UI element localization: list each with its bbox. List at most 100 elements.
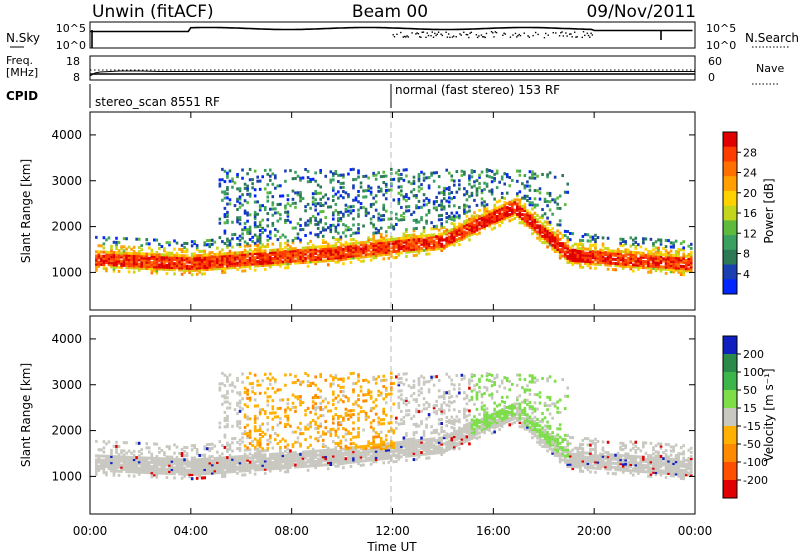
noise-search-dot: [560, 32, 562, 34]
power-cell: [533, 197, 537, 201]
power-cell: [463, 170, 466, 174]
power-cell: [647, 260, 650, 264]
velocity-cell: [135, 468, 138, 472]
velocity-cell: [314, 383, 317, 387]
velocity-cell: [276, 462, 280, 466]
velocity-cell: [405, 409, 408, 413]
velocity-cell: [256, 416, 259, 420]
power-cell: [420, 236, 423, 240]
power-cell: [425, 221, 428, 225]
velocity-cell: [397, 389, 401, 393]
power-cell: [478, 186, 481, 190]
noise-search-dot: [519, 34, 522, 37]
power-cell: [536, 232, 539, 236]
power-cell: [276, 211, 280, 215]
power-cell: [405, 246, 408, 250]
power-cell: [407, 180, 411, 184]
power-cell: [198, 264, 201, 268]
velocity-cell: [289, 459, 292, 463]
power-cell: [168, 255, 171, 259]
velocity-cell: [112, 461, 116, 465]
power-cell: [551, 243, 554, 247]
power-cell: [339, 194, 343, 198]
power-cell: [369, 244, 373, 248]
power-cell: [195, 248, 199, 252]
velocity-cell: [231, 383, 234, 387]
power-cell: [233, 204, 237, 208]
power-cell: [463, 226, 466, 230]
velocity-cell: [271, 399, 275, 403]
power-cell: [606, 257, 610, 261]
power-cell: [223, 213, 227, 217]
noise-search-dot: [451, 36, 454, 38]
power-cell: [523, 194, 527, 198]
velocity-cell: [316, 461, 320, 465]
power-cell: [158, 246, 161, 250]
power-cell: [117, 249, 121, 253]
velocity-cell: [190, 444, 194, 448]
power-cell: [377, 249, 380, 253]
velocity-cell: [253, 452, 257, 455]
power-cell: [453, 179, 456, 183]
power-cell: [279, 184, 282, 188]
power-cell: [286, 210, 290, 214]
velocity-cell: [337, 417, 340, 421]
power-cell: [299, 261, 302, 265]
power-cell: [379, 234, 383, 238]
power-cell: [672, 266, 675, 270]
velocity-cell: [97, 448, 101, 452]
power-cell: [372, 244, 375, 248]
power-cell: [435, 171, 438, 175]
power-cell: [649, 262, 653, 266]
power-cell: [458, 187, 461, 191]
power-cell: [299, 248, 302, 252]
noise-search-dot: [495, 31, 498, 34]
velocity-cell: [319, 401, 322, 405]
power-cell: [274, 234, 277, 238]
velocity-cell: [271, 463, 275, 467]
power-cell: [132, 256, 136, 260]
velocity-cell: [102, 467, 106, 471]
power-cell: [95, 254, 98, 258]
velocity-cell: [372, 419, 375, 423]
power-cell: [485, 203, 489, 207]
power-cell: [357, 253, 360, 257]
power-cell: [657, 261, 660, 265]
power-cell: [442, 207, 446, 211]
power-cell: [296, 255, 300, 259]
velocity-cell: [188, 470, 191, 474]
power-cell: [258, 264, 262, 268]
power-cell: [689, 242, 693, 246]
velocity-cell: [258, 455, 262, 459]
power-cell: [379, 214, 383, 218]
power-cell: [291, 251, 295, 255]
velocity-cell: [236, 391, 239, 395]
velocity-cell: [311, 460, 315, 464]
power-cell: [231, 255, 234, 259]
power-cell: [372, 225, 375, 229]
power-cell: [629, 265, 633, 269]
power-cell: [248, 238, 252, 242]
velocity-cell: [95, 458, 98, 462]
power-cell: [548, 231, 552, 235]
velocity-cell: [384, 395, 388, 399]
velocity-cell: [102, 471, 106, 475]
velocity-cell: [193, 472, 196, 476]
velocity-cell: [223, 445, 227, 449]
power-cell: [291, 255, 295, 259]
power-cell: [679, 256, 683, 260]
velocity-cell: [115, 465, 118, 469]
power-cell: [624, 242, 628, 246]
power-cell: [652, 260, 655, 264]
power-cell: [500, 220, 504, 224]
power-cell: [475, 218, 479, 222]
power-cell: [581, 251, 585, 255]
power-cell: [400, 245, 403, 249]
velocity-cell: [185, 472, 189, 476]
velocity-cell: [377, 416, 380, 420]
power-cell: [422, 230, 426, 234]
velocity-cell: [407, 454, 411, 458]
velocity-cell: [180, 466, 184, 470]
power-cell: [629, 250, 633, 254]
power-cell: [276, 254, 280, 258]
